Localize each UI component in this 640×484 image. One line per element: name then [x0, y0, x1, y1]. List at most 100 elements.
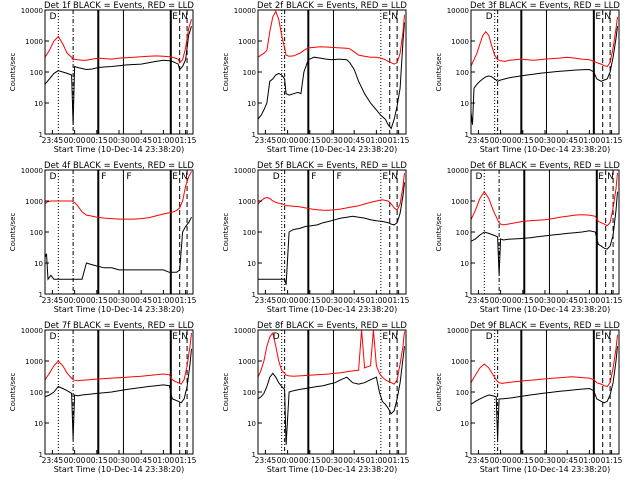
y-tick-label: 10000: [21, 167, 43, 175]
x-tick-label: 00:45: [343, 296, 365, 305]
y-tick-label: 100: [456, 69, 469, 77]
x-tick-label: 01:00: [579, 136, 601, 145]
y-axis-label: Counts/sec: [9, 373, 17, 412]
y-tick-label: 100: [30, 389, 43, 397]
y-tick-label: 10000: [234, 7, 256, 15]
x-tick-label: 00:00: [490, 296, 512, 305]
events-series-line: [258, 22, 405, 130]
x-tick-label: 23:45: [42, 136, 64, 145]
x-tick-label: 00:00: [277, 456, 299, 465]
x-tick-label: 00:00: [277, 296, 299, 305]
marker-label: N: [607, 172, 614, 182]
marker-label: D: [486, 12, 493, 22]
x-axis-label: Start Time (10-Dec-14 23:38:20): [54, 465, 185, 474]
y-tick-label: 1000: [238, 38, 256, 46]
x-tick-label: 00:30: [321, 136, 343, 145]
x-tick-label: 00:45: [556, 456, 578, 465]
events-series-line: [471, 26, 618, 125]
x-tick-label: 00:00: [277, 136, 299, 145]
marker-label: F: [311, 172, 316, 182]
y-tick-label: 10: [460, 420, 469, 428]
x-tick-label: 01:15: [175, 296, 197, 305]
x-tick-label: 23:45: [468, 136, 490, 145]
x-tick-label: 23:45: [42, 456, 64, 465]
chart-title: Det 1f BLACK = Events, RED = LLD: [44, 1, 194, 11]
x-tick-label: 00:00: [64, 136, 86, 145]
y-tick-label: 10: [34, 260, 43, 268]
plot-frame: [257, 169, 407, 295]
events-series-line: [471, 346, 618, 440]
x-tick-label: 00:15: [512, 296, 534, 305]
x-tick-label: 00:30: [108, 136, 130, 145]
marker-label: N: [391, 12, 398, 22]
x-tick-label: 00:30: [534, 456, 556, 465]
y-tick-label: 1: [39, 451, 43, 459]
x-tick-label: 00:00: [64, 296, 86, 305]
y-axis-label: Counts/sec: [222, 53, 230, 92]
marker-label: F: [336, 172, 341, 182]
chart-title: Det 5f BLACK = Events, RED = LLD: [257, 161, 407, 171]
chart-title: Det 7f BLACK = Events, RED = LLD: [44, 321, 194, 331]
marker-label: N: [391, 332, 398, 342]
x-tick-label: 23:45: [468, 456, 490, 465]
x-tick-label: 01:15: [175, 136, 197, 145]
x-tick-label: 00:30: [108, 296, 130, 305]
x-tick-label: 00:45: [343, 136, 365, 145]
x-tick-label: 00:00: [490, 456, 512, 465]
y-axis-label: Counts/sec: [435, 53, 443, 92]
x-tick-label: 00:30: [321, 456, 343, 465]
marker-label: E: [595, 332, 601, 342]
x-tick-label: 00:00: [490, 136, 512, 145]
y-axis-label: Counts/sec: [9, 53, 17, 92]
y-tick-label: 1: [465, 131, 469, 139]
marker-label: E: [172, 332, 178, 342]
y-tick-label: 1: [465, 291, 469, 299]
y-tick-label: 10000: [234, 327, 256, 335]
x-tick-label: 01:00: [366, 136, 388, 145]
x-tick-label: 01:15: [601, 296, 623, 305]
marker-label: E: [595, 12, 601, 22]
x-tick-label: 00:45: [556, 296, 578, 305]
lld-series-line: [45, 19, 192, 64]
x-axis-label: Start Time (10-Dec-14 23:38:20): [480, 465, 611, 474]
x-tick-label: 01:15: [388, 136, 410, 145]
y-tick-label: 10: [34, 100, 43, 108]
y-tick-label: 100: [30, 69, 43, 77]
events-series-line: [45, 26, 192, 125]
x-tick-label: 00:15: [512, 136, 534, 145]
x-tick-label: 00:15: [86, 136, 108, 145]
y-axis-label: Counts/sec: [435, 373, 443, 412]
y-tick-label: 10: [34, 420, 43, 428]
y-tick-label: 10: [247, 100, 256, 108]
marker-label: D: [486, 332, 493, 342]
x-tick-label: 01:15: [388, 456, 410, 465]
x-axis-label: Start Time (10-Dec-14 23:38:20): [54, 145, 185, 154]
x-tick-label: 00:30: [534, 296, 556, 305]
marker-label: E: [598, 172, 604, 182]
x-tick-label: 00:15: [299, 296, 321, 305]
marker-label: D: [273, 172, 280, 182]
chart-title: Det 8f BLACK = Events, RED = LLD: [257, 321, 407, 331]
y-tick-label: 1: [39, 131, 43, 139]
y-tick-label: 1: [252, 451, 256, 459]
x-tick-label: 00:15: [299, 456, 321, 465]
x-tick-label: 01:00: [366, 456, 388, 465]
x-tick-label: 00:30: [534, 136, 556, 145]
marker-label: D: [273, 332, 280, 342]
marker-label: N: [604, 332, 611, 342]
plot-frame: [257, 329, 407, 455]
marker-label: E: [382, 12, 388, 22]
y-tick-label: 1000: [25, 38, 43, 46]
events-series-line: [45, 216, 192, 281]
marker-label: F: [101, 172, 106, 182]
y-tick-label: 100: [243, 69, 256, 77]
y-tick-label: 1000: [25, 198, 43, 206]
x-tick-label: 00:45: [130, 136, 152, 145]
y-tick-label: 1000: [451, 358, 469, 366]
lld-series-line: [471, 16, 618, 68]
chart-title: Det 9f BLACK = Events, RED = LLD: [470, 321, 620, 331]
x-axis-label: Start Time (10-Dec-14 23:38:20): [54, 305, 185, 314]
